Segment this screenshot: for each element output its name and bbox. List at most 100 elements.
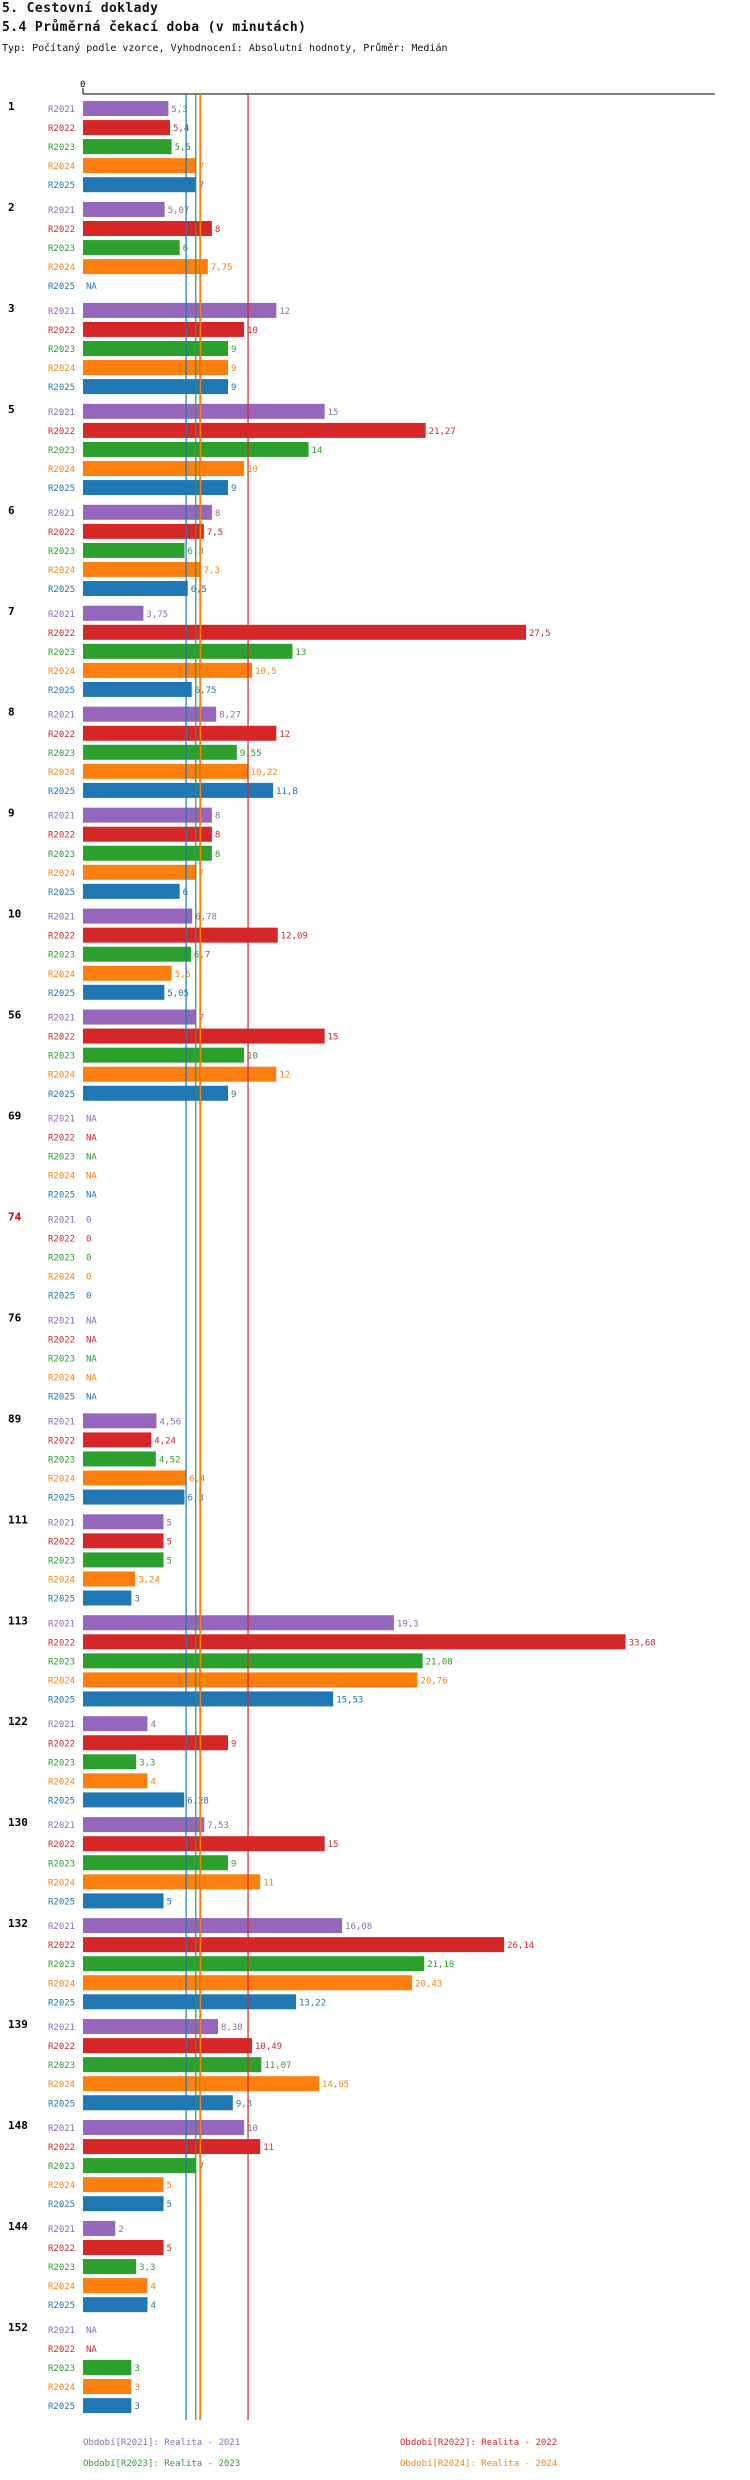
bar bbox=[83, 662, 253, 678]
data-label: 21,27 bbox=[429, 427, 456, 437]
series-label: R2023 bbox=[48, 547, 75, 557]
data-label: 33,68 bbox=[629, 1638, 656, 1648]
series-label: R2024 bbox=[48, 465, 75, 475]
data-label: 7,3 bbox=[204, 566, 220, 576]
data-label: 8 bbox=[215, 509, 220, 519]
series-label: R2021 bbox=[48, 2326, 75, 2336]
data-label: NA bbox=[86, 1355, 97, 1365]
bar bbox=[83, 480, 228, 496]
data-label: NA bbox=[86, 1335, 97, 1345]
group-label: 89 bbox=[8, 1412, 21, 1425]
series-label: R2022 bbox=[48, 2244, 75, 2254]
bar bbox=[83, 1514, 164, 1530]
data-label: 12,09 bbox=[281, 932, 308, 942]
data-label: NA bbox=[86, 1134, 97, 1144]
group-label: 148 bbox=[8, 2119, 28, 2132]
data-label: 3,24 bbox=[138, 1575, 160, 1585]
bar bbox=[83, 1066, 277, 1082]
series-label: R2025 bbox=[48, 181, 75, 191]
bar bbox=[83, 422, 426, 438]
data-label: 5 bbox=[167, 1556, 172, 1566]
data-label: 3,3 bbox=[139, 1758, 155, 1768]
data-label: 11 bbox=[263, 2143, 274, 2153]
data-label: 5 bbox=[167, 1897, 172, 1907]
bar bbox=[83, 744, 237, 760]
series-label: R2021 bbox=[48, 307, 75, 317]
series-label: R2021 bbox=[48, 610, 75, 620]
bar bbox=[83, 221, 212, 236]
data-label: NA bbox=[86, 1374, 97, 1384]
bar bbox=[83, 1653, 423, 1669]
series-label: R2025 bbox=[48, 1595, 75, 1605]
series-label: R2025 bbox=[48, 383, 75, 393]
data-label: 0 bbox=[86, 1254, 91, 1264]
bar bbox=[83, 1937, 505, 1953]
series-label: R2025 bbox=[48, 2402, 75, 2412]
data-label: 8,27 bbox=[219, 711, 241, 721]
data-label: 21,08 bbox=[426, 1657, 453, 1667]
data-label: 7 bbox=[199, 162, 204, 172]
series-label: R2024 bbox=[48, 1374, 75, 1384]
bar bbox=[83, 2240, 164, 2255]
bar bbox=[83, 1874, 261, 1890]
bar bbox=[83, 2278, 148, 2294]
data-label: 9 bbox=[231, 484, 236, 494]
bar bbox=[83, 1085, 228, 1101]
data-label: 9,55 bbox=[240, 749, 262, 759]
data-label: NA bbox=[86, 1393, 97, 1403]
data-label: 10,5 bbox=[255, 667, 277, 677]
series-label: R2025 bbox=[48, 1796, 75, 1806]
data-label: 7,53 bbox=[207, 1821, 229, 1831]
series-label: R2025 bbox=[48, 484, 75, 494]
series-label: R2021 bbox=[48, 509, 75, 519]
bar bbox=[83, 561, 201, 577]
data-label: 9 bbox=[231, 1739, 236, 1749]
bar bbox=[83, 845, 212, 861]
series-label: R2024 bbox=[48, 2383, 75, 2393]
series-label: R2024 bbox=[48, 2080, 75, 2090]
data-label: 9,3 bbox=[236, 2099, 252, 2109]
bar bbox=[83, 1918, 343, 1934]
series-label: R2025 bbox=[48, 2301, 75, 2311]
group-label: 9 bbox=[8, 807, 15, 820]
data-label: 5,3 bbox=[171, 105, 187, 115]
bar bbox=[83, 504, 212, 520]
bar bbox=[83, 725, 277, 741]
series-label: R2024 bbox=[48, 1172, 75, 1182]
data-label: 26,14 bbox=[507, 1941, 534, 1951]
data-label: 4,52 bbox=[159, 1455, 181, 1465]
series-label: R2022 bbox=[48, 629, 75, 639]
data-label: 12 bbox=[279, 1071, 290, 1081]
series-label: R2021 bbox=[48, 913, 75, 923]
group-label: 7 bbox=[8, 605, 15, 618]
bar bbox=[83, 177, 196, 193]
group-label: 152 bbox=[8, 2321, 28, 2334]
series-label: R2024 bbox=[48, 667, 75, 677]
data-label: 5 bbox=[167, 2244, 172, 2254]
bar bbox=[83, 461, 245, 476]
data-label: NA bbox=[86, 282, 97, 292]
series-label: R2023 bbox=[48, 1657, 75, 1667]
series-label: R2023 bbox=[48, 1355, 75, 1365]
series-label: R2021 bbox=[48, 2225, 75, 2235]
data-label: 7 bbox=[199, 1014, 204, 1024]
series-label: R2021 bbox=[48, 1417, 75, 1427]
series-label: R2024 bbox=[48, 566, 75, 576]
bar bbox=[83, 965, 172, 981]
series-label: R2022 bbox=[48, 2345, 75, 2355]
series-label: R2025 bbox=[48, 989, 75, 999]
series-label: R2024 bbox=[48, 970, 75, 980]
series-label: R2021 bbox=[48, 408, 75, 418]
data-label: 5,5 bbox=[175, 143, 191, 153]
data-label: 8 bbox=[215, 831, 220, 841]
data-label: 9 bbox=[231, 345, 236, 355]
data-label: 10 bbox=[247, 326, 258, 336]
data-label: 4 bbox=[150, 2282, 155, 2292]
data-label: 0 bbox=[86, 1292, 91, 1302]
data-label: 7 bbox=[199, 181, 204, 191]
data-label: 3,75 bbox=[146, 610, 168, 620]
series-label: R2024 bbox=[48, 162, 75, 172]
group-label: 144 bbox=[8, 2220, 28, 2233]
data-label: 11,8 bbox=[276, 787, 298, 797]
data-label: 5 bbox=[167, 2200, 172, 2210]
